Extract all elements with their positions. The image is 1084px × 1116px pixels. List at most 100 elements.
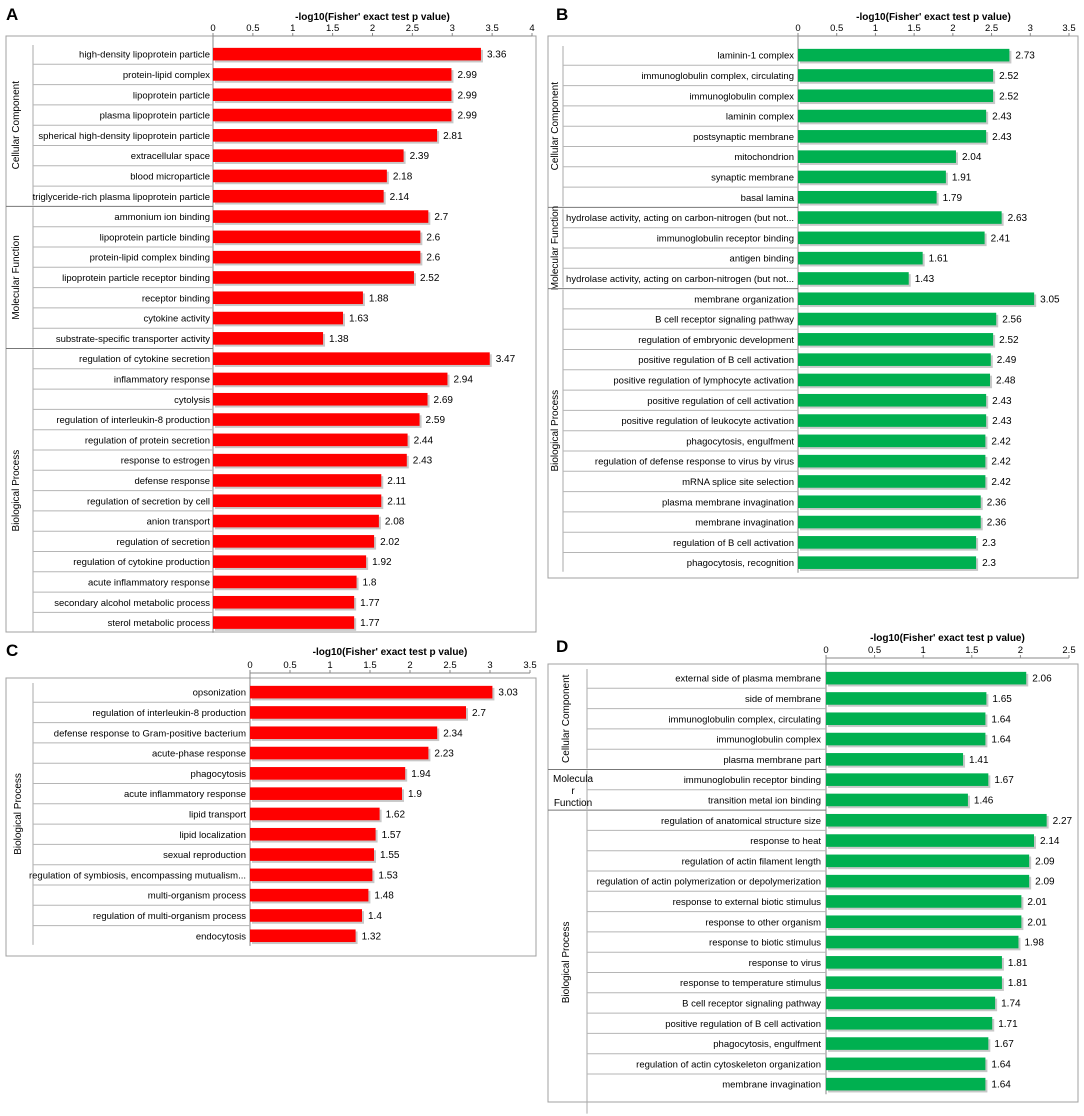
group-label: Cellular Component (561, 674, 572, 763)
value-label: 2.56 (1002, 315, 1022, 326)
value-label: 2.18 (393, 171, 413, 182)
value-label: 2.11 (387, 476, 406, 487)
category-label: lipid localization (179, 830, 246, 841)
bar (213, 352, 490, 365)
bar (826, 1037, 989, 1050)
value-label: 1.32 (362, 931, 382, 942)
group-label: Molecular Function (11, 235, 22, 319)
x-tick-label: 0 (210, 23, 215, 34)
category-label: phagocytosis, engulfment (686, 436, 794, 447)
value-label: 2.6 (426, 232, 440, 243)
category-label: cytokine activity (143, 314, 210, 325)
category-label: regulation of multi-organism process (93, 911, 246, 922)
value-label: 1.65 (992, 694, 1012, 705)
value-label: 1.48 (374, 891, 394, 902)
value-label: 1.77 (360, 598, 380, 609)
x-tick-label: 1.5 (326, 23, 339, 34)
value-label: 2.42 (991, 436, 1011, 447)
value-label: 1.53 (378, 870, 398, 881)
category-label: immunoglobulin receptor binding (684, 775, 821, 786)
value-label: 1.64 (991, 1059, 1011, 1070)
bar (250, 706, 466, 719)
value-label: 1.92 (372, 557, 392, 568)
bar (798, 69, 994, 82)
x-tick-label: 2.5 (406, 23, 419, 34)
bar (798, 495, 981, 509)
bar (826, 854, 1030, 868)
bar (250, 767, 406, 780)
group-label: Biological Process (11, 450, 22, 532)
category-label: regulation of interleukin-8 production (92, 708, 246, 719)
value-label: 1.91 (952, 172, 972, 183)
value-label: 1.67 (994, 1039, 1014, 1050)
category-label: phagocytosis, engulfment (713, 1039, 821, 1050)
axis-title: -log10(Fisher' exact test p value) (870, 633, 1025, 644)
category-label: response to estrogen (121, 456, 210, 467)
bar (250, 787, 402, 800)
axis-title: -log10(Fisher' exact test p value) (856, 12, 1011, 23)
category-label: lipoprotein particle binding (100, 232, 210, 243)
bar (213, 433, 408, 447)
category-label: response to temperature stimulus (680, 978, 821, 989)
value-label: 2.7 (434, 212, 448, 223)
category-label: mRNA splice site selection (682, 477, 794, 488)
x-tick-label: 2.5 (443, 660, 456, 671)
bar (250, 685, 493, 699)
bar (826, 834, 1035, 847)
x-tick-label: 1.5 (363, 660, 376, 671)
category-label: ammonium ion binding (114, 212, 210, 223)
value-label: 3.47 (496, 354, 516, 365)
category-label: defense response to Gram-positive bacter… (54, 728, 246, 739)
bar (213, 271, 414, 284)
bar (250, 726, 438, 740)
value-label: 2.52 (420, 273, 440, 284)
bar (798, 475, 986, 488)
value-label: 1.64 (991, 714, 1011, 725)
value-label: 1.4 (368, 911, 382, 922)
bar (826, 976, 1002, 989)
category-label: membrane organization (694, 294, 794, 305)
value-label: 2.7 (472, 708, 486, 719)
bar (798, 414, 987, 427)
category-label: antigen binding (730, 254, 794, 265)
value-label: 2.34 (443, 728, 463, 739)
value-label: 1.94 (411, 769, 431, 780)
category-label: regulation of defense response to virus … (595, 457, 794, 468)
category-label: immunoglobulin complex, circulating (668, 714, 821, 725)
category-label: phagocytosis, recognition (687, 558, 794, 569)
value-label: 2.36 (987, 518, 1007, 529)
bar (213, 372, 448, 386)
bar (798, 272, 909, 285)
bar (213, 291, 363, 305)
value-label: 1.9 (408, 789, 422, 800)
category-label: acute inflammatory response (124, 789, 246, 800)
category-label: immunoglobulin complex (716, 735, 821, 746)
bar (250, 746, 429, 760)
category-label: positive regulation of B cell activation (638, 355, 794, 366)
bar (798, 211, 1002, 224)
category-label: protein-lipid complex binding (90, 253, 210, 264)
value-label: 1.81 (1008, 978, 1028, 989)
bar (798, 190, 937, 204)
category-label: protein-lipid complex (123, 70, 210, 81)
value-label: 2.11 (387, 496, 406, 507)
category-label: mitochondrion (734, 152, 794, 163)
bar (250, 807, 380, 821)
group-label-line: Function (554, 798, 592, 809)
x-tick-label: 0 (823, 645, 828, 656)
category-label: transition metal ion binding (708, 795, 821, 806)
category-label: regulation of secretion (117, 537, 210, 548)
category-label: response to biotic stimulus (709, 938, 821, 949)
bar (213, 47, 481, 61)
bar (798, 231, 985, 245)
bar (213, 392, 428, 406)
category-label: regulation of anatomical structure size (661, 816, 821, 827)
category-label: immunoglobulin receptor binding (657, 233, 794, 244)
bar (798, 109, 987, 123)
value-label: 2.43 (413, 456, 433, 467)
category-label: lipoprotein particle (133, 90, 210, 101)
value-label: 3.05 (1040, 294, 1060, 305)
value-label: 1.79 (943, 193, 963, 204)
category-label: postsynaptic membrane (693, 132, 794, 143)
panel-letter: C (6, 641, 18, 660)
